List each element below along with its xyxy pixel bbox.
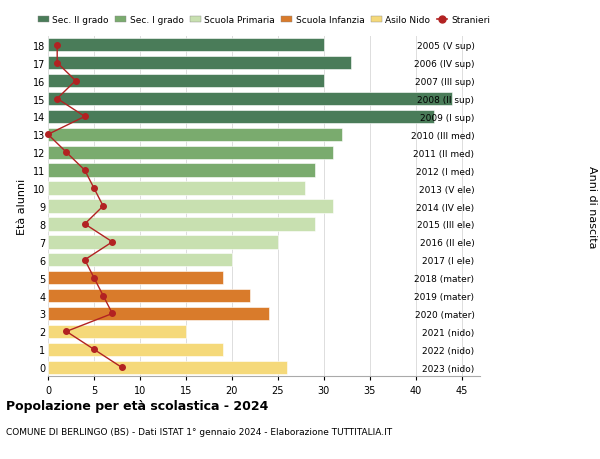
Bar	[48, 57, 352, 70]
Bar	[48, 361, 287, 374]
Point	[80, 221, 89, 228]
Point	[62, 328, 71, 336]
Bar	[48, 325, 186, 338]
Bar	[48, 146, 333, 160]
Point	[43, 131, 53, 139]
Point	[107, 310, 117, 318]
Point	[98, 203, 108, 210]
Bar	[48, 271, 223, 285]
Bar	[48, 182, 305, 196]
Point	[80, 257, 89, 264]
Bar	[48, 93, 452, 106]
Point	[52, 95, 62, 103]
Point	[80, 113, 89, 121]
Bar	[48, 111, 434, 124]
Point	[98, 292, 108, 300]
Point	[89, 346, 99, 353]
Point	[89, 274, 99, 282]
Bar	[48, 289, 250, 302]
Bar	[48, 307, 269, 320]
Bar	[48, 200, 333, 213]
Point	[52, 60, 62, 67]
Bar	[48, 129, 342, 142]
Bar	[48, 343, 223, 356]
Bar	[48, 253, 232, 267]
Bar	[48, 235, 278, 249]
Point	[62, 149, 71, 157]
Bar	[48, 39, 324, 52]
Text: COMUNE DI BERLINGO (BS) - Dati ISTAT 1° gennaio 2024 - Elaborazione TUTTITALIA.I: COMUNE DI BERLINGO (BS) - Dati ISTAT 1° …	[6, 427, 392, 436]
Point	[107, 239, 117, 246]
Bar	[48, 75, 324, 88]
Text: Popolazione per età scolastica - 2024: Popolazione per età scolastica - 2024	[6, 399, 268, 412]
Point	[80, 167, 89, 174]
Legend: Sec. II grado, Sec. I grado, Scuola Primaria, Scuola Infanzia, Asilo Nido, Stran: Sec. II grado, Sec. I grado, Scuola Prim…	[38, 17, 490, 25]
Point	[52, 42, 62, 49]
Point	[71, 78, 80, 85]
Y-axis label: Età alunni: Età alunni	[17, 179, 27, 235]
Text: Anni di nascita: Anni di nascita	[587, 165, 597, 248]
Bar	[48, 218, 314, 231]
Point	[89, 185, 99, 192]
Point	[117, 364, 127, 371]
Bar	[48, 164, 314, 178]
